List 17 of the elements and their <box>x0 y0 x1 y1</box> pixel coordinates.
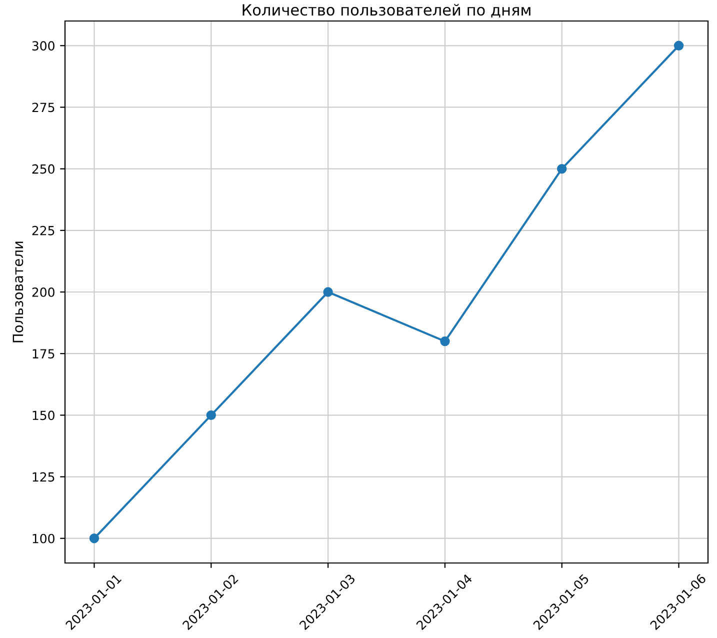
y-tick-label: 150 <box>32 410 54 420</box>
y-axis-title: Пользователи <box>12 242 24 342</box>
point <box>323 287 333 297</box>
y-tick-label: 225 <box>32 226 54 236</box>
point <box>89 534 100 544</box>
y-tick-label: 125 <box>32 472 54 482</box>
y-tick-label: 200 <box>32 287 54 297</box>
y-tick-label: 250 <box>32 164 54 174</box>
chart-title: Количество пользователей по дням <box>242 4 530 18</box>
point <box>440 336 450 346</box>
y-tick-label: 100 <box>32 534 54 544</box>
point <box>557 164 567 174</box>
point <box>674 40 684 50</box>
y-tick-label: 275 <box>32 102 54 112</box>
y-tick-label: 175 <box>32 349 54 359</box>
y-tick-label: 300 <box>32 41 54 51</box>
point <box>206 410 216 420</box>
